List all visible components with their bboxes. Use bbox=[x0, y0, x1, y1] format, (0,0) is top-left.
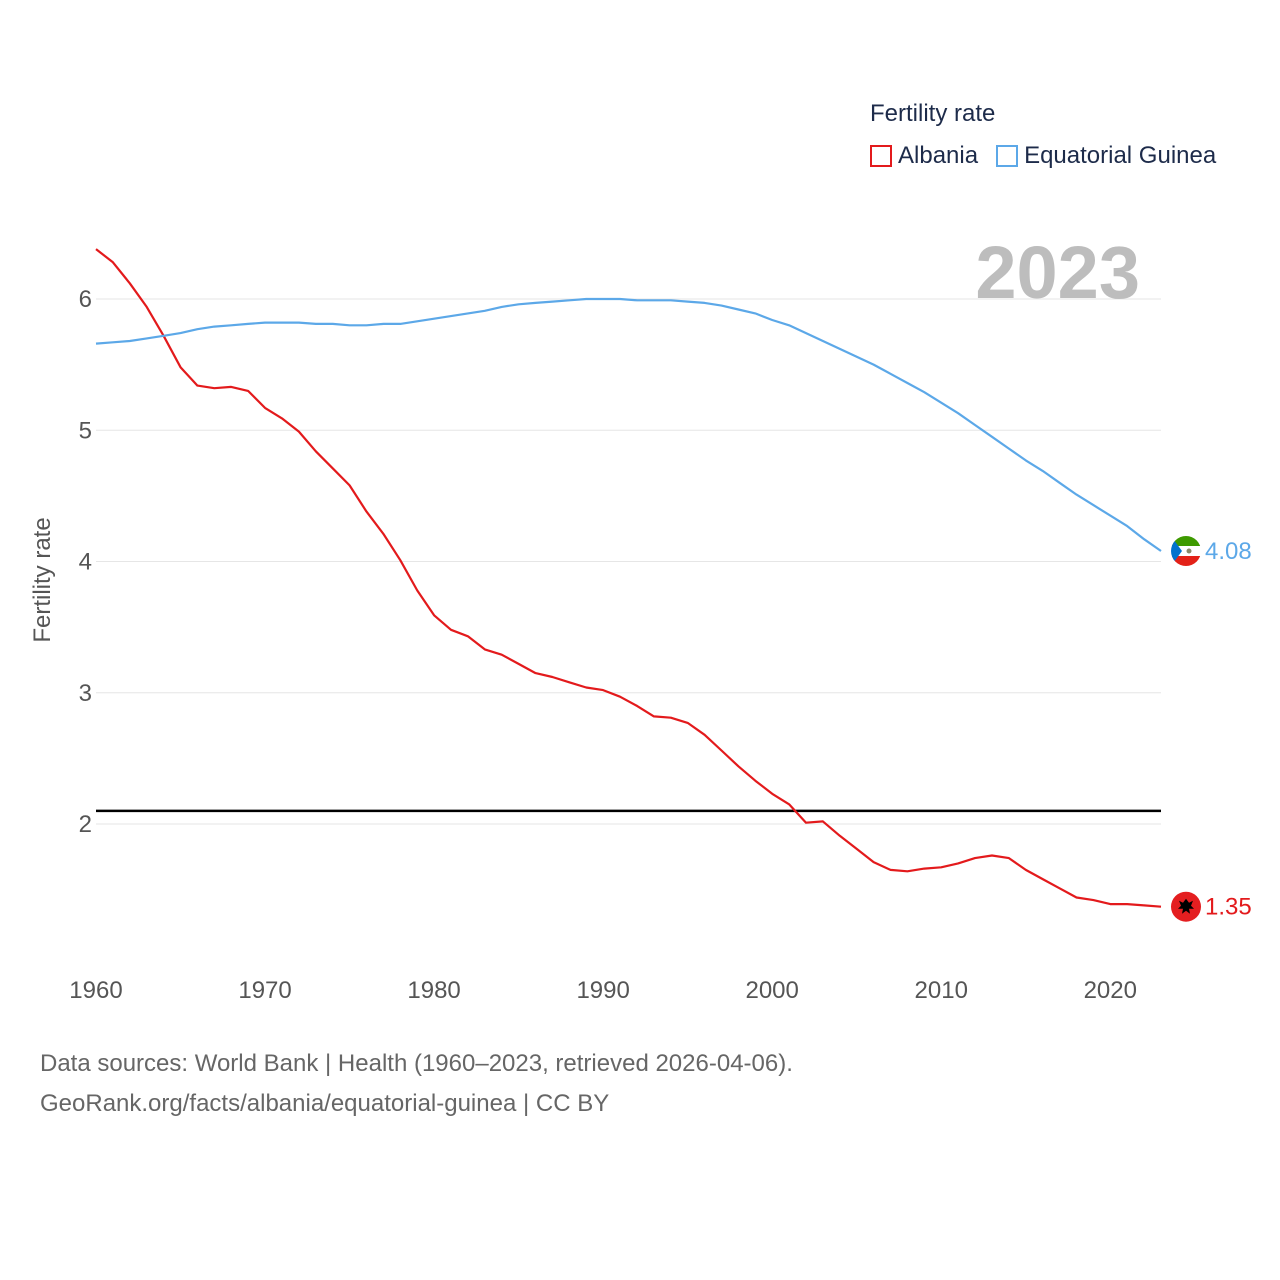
y-tick-label: 3 bbox=[79, 680, 92, 707]
y-axis-ticks: 2 3 4 5 6 bbox=[79, 286, 92, 838]
x-tick-label: 2020 bbox=[1084, 977, 1137, 1004]
legend-item-albania[interactable]: Albania bbox=[870, 142, 978, 170]
albania-flag-icon bbox=[1171, 891, 1201, 922]
series-line-equatorial-guinea[interactable] bbox=[95, 297, 1162, 552]
y-tick-label: 6 bbox=[79, 286, 92, 313]
x-tick-label: 1970 bbox=[238, 977, 291, 1004]
legend-item-equatorial-guinea[interactable]: Equatorial Guinea bbox=[996, 142, 1216, 170]
x-tick-label: 1980 bbox=[407, 977, 460, 1004]
y-tick-label: 2 bbox=[79, 811, 92, 838]
legend-label-albania: Albania bbox=[898, 142, 979, 169]
y-tick-label: 5 bbox=[79, 417, 92, 444]
footer-link[interactable]: GeoRank.org/facts/albania/equatorial-gui… bbox=[40, 1090, 610, 1117]
legend-title: Fertility rate bbox=[870, 100, 996, 127]
series-layer bbox=[95, 248, 1162, 908]
series-line-albania[interactable] bbox=[95, 248, 1162, 908]
equatorial-guinea-flag-icon bbox=[1171, 536, 1201, 566]
albania-end-value: 1.35 bbox=[1205, 894, 1252, 921]
year-watermark: 2023 bbox=[975, 231, 1140, 314]
footer-sources: Data sources: World Bank | Health (1960–… bbox=[40, 1050, 793, 1077]
y-axis-label: Fertility rate bbox=[29, 517, 56, 642]
legend-swatch-albania bbox=[870, 145, 892, 167]
x-tick-label: 2000 bbox=[745, 977, 798, 1004]
equatorial-guinea-end-value: 4.08 bbox=[1205, 538, 1252, 565]
gridlines bbox=[96, 298, 1161, 825]
y-tick-label: 4 bbox=[79, 549, 92, 576]
x-tick-label: 2010 bbox=[915, 977, 968, 1004]
x-tick-label: 1990 bbox=[576, 977, 629, 1004]
footer: Data sources: World Bank | Health (1960–… bbox=[40, 1044, 793, 1124]
legend: Albania Equatorial Guinea bbox=[870, 142, 1234, 170]
x-axis-ticks: 1960 1970 1980 1990 2000 2010 2020 bbox=[69, 977, 1137, 1004]
x-tick-label: 1960 bbox=[69, 977, 122, 1004]
legend-swatch-equatorial-guinea bbox=[996, 145, 1019, 167]
legend-label-equatorial-guinea: Equatorial Guinea bbox=[1024, 142, 1217, 169]
